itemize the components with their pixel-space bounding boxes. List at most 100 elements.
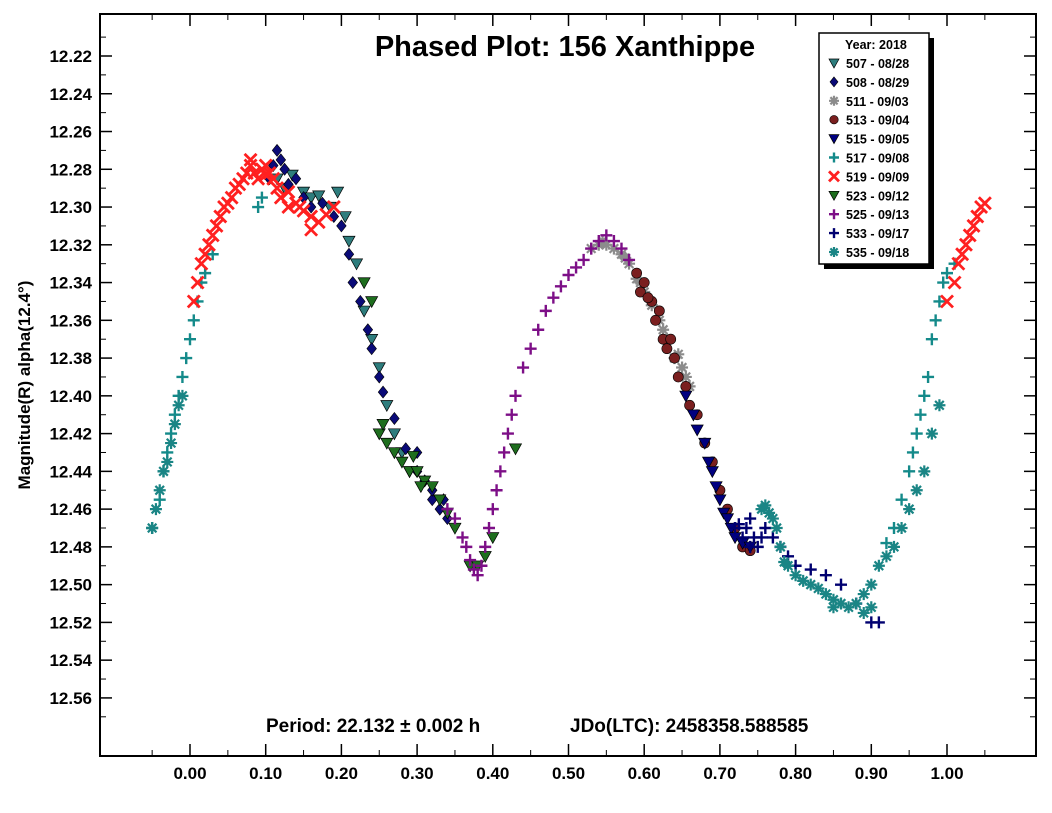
data-point: [201, 237, 216, 252]
legend-marker: [829, 115, 839, 125]
x-tick-label: 0.20: [325, 764, 358, 783]
data-point: [209, 218, 224, 233]
data-point: [292, 200, 307, 215]
data-point: [347, 276, 358, 290]
data-point: [922, 370, 935, 383]
data-point: [554, 280, 567, 293]
legend-label: 513 - 09/04: [846, 114, 909, 128]
data-point: [224, 190, 239, 205]
legend-label: 507 - 08/28: [846, 57, 909, 71]
data-point: [679, 390, 693, 403]
data-point: [812, 582, 825, 595]
legend-marker: [829, 76, 839, 88]
data-point: [736, 531, 749, 544]
data-point: [366, 342, 377, 356]
data-point: [797, 574, 810, 587]
data-point: [698, 437, 712, 450]
x-tick-label: 0.90: [855, 764, 888, 783]
data-point: [918, 465, 931, 478]
data-point: [977, 196, 992, 211]
data-point: [377, 385, 389, 399]
series-535: [146, 389, 946, 619]
data-point: [271, 143, 283, 157]
data-point: [395, 456, 409, 469]
data-point: [937, 276, 950, 289]
data-point: [709, 481, 723, 494]
data-point: [940, 294, 954, 309]
data-point: [471, 569, 484, 582]
data-point: [494, 465, 507, 478]
data-point: [804, 578, 817, 591]
data-point: [720, 513, 735, 526]
data-point: [607, 242, 620, 255]
data-point: [925, 427, 938, 440]
y-tick-label: 12.46: [49, 500, 92, 519]
data-point: [483, 522, 496, 534]
data-point: [789, 569, 802, 582]
data-point: [355, 294, 366, 308]
data-point: [387, 428, 401, 441]
data-point: [281, 184, 296, 199]
data-point: [857, 606, 870, 619]
data-point: [918, 389, 931, 402]
y-tick-label: 12.38: [49, 349, 92, 368]
epoch-label: JDo(LTC): 2458358.588585: [570, 716, 809, 737]
legend-marker: [829, 247, 839, 257]
legend: Year: 2018 507 - 08/28 508 - 08/29 511 - 0…: [818, 32, 934, 269]
data-point: [766, 512, 779, 525]
data-point: [827, 601, 840, 614]
data-point: [326, 200, 341, 215]
data-points: [146, 143, 992, 629]
data-point: [281, 200, 296, 215]
data-point: [744, 512, 757, 525]
data-point: [906, 446, 919, 459]
data-point: [665, 333, 677, 345]
data-point: [456, 531, 469, 544]
data-point: [505, 408, 518, 421]
data-point: [372, 428, 386, 441]
x-tick-label: 0.00: [173, 764, 206, 783]
data-point: [872, 616, 885, 629]
x-tick-label: 0.80: [779, 764, 812, 783]
data-point: [547, 291, 560, 304]
data-point: [759, 522, 772, 534]
data-point: [782, 559, 795, 572]
data-point: [180, 352, 193, 365]
legend-label: 533 - 09/17: [846, 227, 909, 241]
legend-marker: [829, 209, 839, 220]
data-point: [819, 569, 832, 582]
data-point: [336, 219, 347, 233]
y-tick-label: 12.24: [49, 85, 92, 104]
legend-marker: [829, 95, 839, 106]
data-point: [607, 235, 620, 248]
x-tick-label: 1.00: [930, 764, 963, 783]
y-axis-title: Magnitude(R) alpha(12.4°): [15, 281, 34, 490]
y-tick-label: 12.52: [49, 613, 92, 632]
data-point: [631, 267, 643, 279]
data-point: [966, 218, 981, 233]
data-point: [539, 304, 552, 317]
data-point: [941, 267, 953, 280]
data-point: [243, 158, 258, 173]
y-tick-label: 12.42: [49, 425, 92, 444]
data-point: [434, 502, 445, 516]
data-point: [387, 447, 401, 460]
data-point: [857, 588, 870, 601]
y-tick-label: 12.32: [49, 236, 92, 255]
data-point: [925, 333, 938, 346]
footer: Period: 22.132 ± 0.002 h JDo(LTC): 24583…: [266, 716, 809, 737]
data-point: [252, 201, 265, 214]
data-point: [958, 237, 973, 252]
data-point: [914, 408, 927, 421]
y-tick-label: 12.30: [49, 198, 92, 217]
data-point: [895, 493, 908, 506]
data-point: [827, 593, 840, 606]
data-point: [962, 228, 977, 243]
data-point: [701, 456, 716, 469]
x-tick-label: 0.10: [249, 764, 282, 783]
y-tick-label: 12.22: [49, 47, 92, 66]
data-point: [713, 494, 727, 507]
data-point: [464, 554, 477, 567]
data-point: [448, 512, 461, 525]
data-point: [501, 427, 514, 440]
